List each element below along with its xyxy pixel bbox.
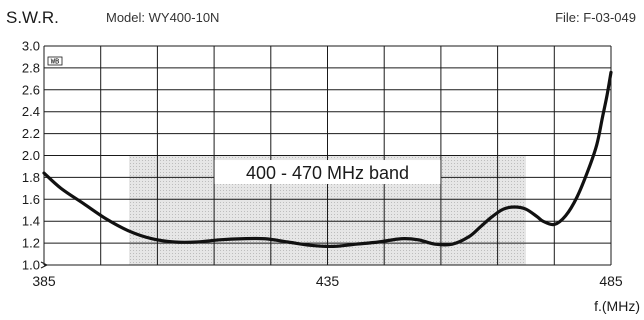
axis-arrow <box>40 261 49 269</box>
corner-mark-box <box>47 56 63 66</box>
chart-title: S.W.R. <box>6 8 59 27</box>
y-tick-label: 2.4 <box>22 104 40 119</box>
y-tick-label: 2.2 <box>22 126 40 141</box>
corner-mark: WB <box>51 58 59 66</box>
y-tick-label: 2.0 <box>22 148 40 163</box>
y-tick-label: 1.2 <box>22 236 40 251</box>
x-tick-label: 485 <box>599 273 623 289</box>
band-label-background <box>214 160 441 185</box>
x-axis-label: f.(MHz) <box>594 298 640 314</box>
y-tick-label: 1.6 <box>22 192 40 207</box>
file-label: File: F-03-049 <box>555 10 636 25</box>
x-tick-label: 435 <box>316 273 340 289</box>
band-label: 400 - 470 MHz band <box>246 163 409 183</box>
x-tick-label: 385 <box>32 273 56 289</box>
y-tick-label: 1.8 <box>22 170 40 185</box>
y-tick-label: 2.8 <box>22 60 40 75</box>
model-label: Model: WY400-10N <box>106 10 220 25</box>
y-tick-label: 3.0 <box>22 39 40 54</box>
y-tick-label: 1.4 <box>22 214 40 229</box>
y-tick-label: 1.0 <box>22 258 40 273</box>
y-tick-label: 2.6 <box>22 82 40 97</box>
swr-series-line <box>42 70 613 249</box>
